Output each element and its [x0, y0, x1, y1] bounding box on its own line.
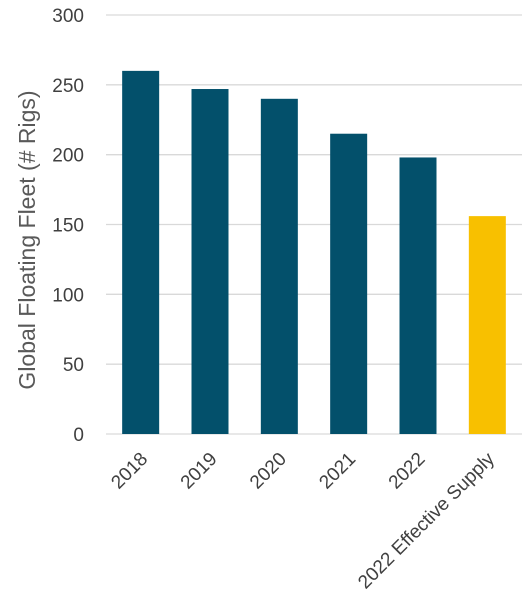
x-tick-label: 2021: [315, 449, 360, 494]
x-tick-label: 2022 Effective Supply: [354, 448, 499, 593]
y-tick-label: 0: [73, 425, 84, 446]
y-axis-ticks: 0 50 100 150 200 250 300: [52, 6, 84, 446]
bar-2020: [260, 98, 298, 435]
bar-2022: [399, 157, 437, 434]
y-tick-label: 300: [52, 6, 84, 27]
y-axis-title: Global Floating Fleet (# Rigs): [14, 90, 40, 389]
bar-2018: [122, 70, 160, 434]
x-tick-label: 2019: [177, 449, 222, 494]
bar-2022-effective-supply: [468, 216, 506, 434]
y-tick-label: 50: [63, 355, 84, 376]
y-tick-label: 100: [52, 285, 84, 306]
x-tick-label: 2022: [385, 449, 430, 494]
bars: [122, 70, 506, 435]
x-tick-label: 2018: [107, 449, 152, 494]
y-tick-label: 150: [52, 216, 84, 237]
y-tick-label: 250: [52, 76, 84, 97]
gridlines: [106, 14, 522, 435]
x-tick-label: 2020: [246, 449, 291, 494]
y-tick-label: 200: [52, 146, 84, 167]
bar-2021: [330, 133, 368, 434]
bar-2019: [191, 89, 229, 435]
